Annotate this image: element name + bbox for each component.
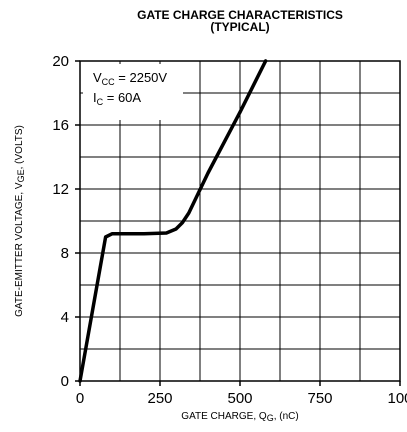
y-tick-label: 8 — [61, 245, 69, 262]
x-tick-label: 750 — [307, 390, 332, 407]
y-tick-label: 16 — [52, 117, 69, 134]
y-axis-ticks: 0 4 8 12 16 20 — [52, 53, 80, 390]
y-tick-label: 12 — [52, 181, 69, 198]
annotation-box — [83, 64, 183, 120]
x-axis-ticks: 0 250 500 750 100 — [76, 381, 407, 407]
y-tick-label: 4 — [61, 309, 69, 326]
x-tick-label: 250 — [147, 390, 172, 407]
x-axis-label: GATE CHARGE, QG, (nC) — [181, 411, 298, 423]
chart-subtitle: (TYPICAL) — [210, 20, 270, 34]
y-tick-label: 0 — [61, 373, 69, 390]
x-tick-label: 100 — [387, 390, 407, 407]
y-axis-label: GATE-EMITTER VOLTAGE, VGE, (VOLTS) — [14, 125, 26, 317]
y-tick-label: 20 — [52, 53, 69, 70]
series-line — [78, 59, 268, 383]
annotation-text: IC = 60A — [93, 90, 141, 107]
x-tick-label: 0 — [76, 390, 84, 407]
annotations: VCC = 2250V IC = 60A — [93, 70, 167, 107]
grid — [80, 61, 400, 381]
annotation-text: VCC = 2250V — [93, 70, 167, 87]
x-tick-label: 500 — [227, 390, 252, 407]
chart-title: GATE CHARGE CHARACTERISTICS — [137, 8, 343, 22]
